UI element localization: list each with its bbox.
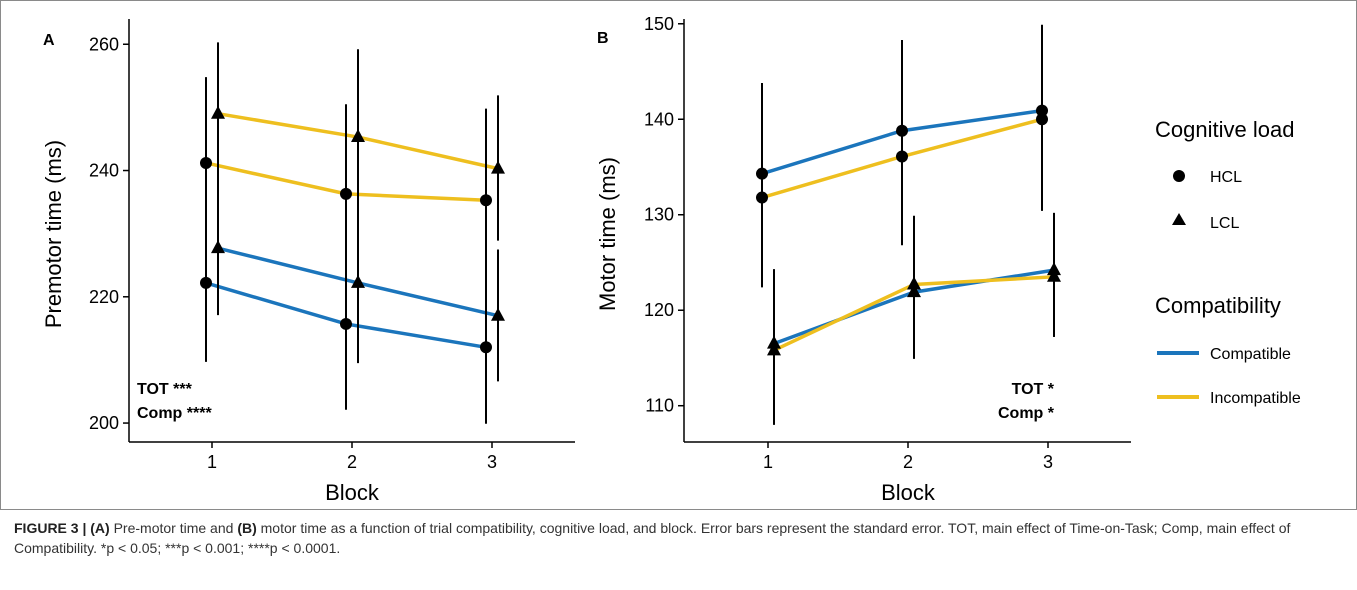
panel-a-point-hcl <box>480 194 492 207</box>
legend-compatible-label: Compatible <box>1210 346 1291 363</box>
panel-b: B 110 120 130 140 150 1 2 3 Motor time (ms) Blo… <box>595 14 1131 505</box>
panel-b-point-hcl <box>756 191 768 204</box>
legend-circle-icon <box>1173 170 1185 182</box>
panel-b-point-lcl <box>767 342 781 356</box>
caption-label: FIGURE 3 | <box>14 520 87 536</box>
caption-text-1: Pre-motor time and <box>109 520 238 536</box>
panel-a-point-hcl <box>200 156 212 169</box>
panel-b-data <box>756 24 1061 425</box>
panel-a: A 200 220 240 260 1 2 3 Premotor time (ms) Blo… <box>41 19 575 505</box>
panel-b-point-lcl <box>1047 268 1061 282</box>
panel-a-letter: A <box>43 32 55 49</box>
panel-a-point-lcl <box>351 274 365 288</box>
figure-caption: FIGURE 3 | (A) Pre-motor time and (B) mo… <box>14 518 1342 558</box>
panel-a-point-hcl <box>340 187 352 200</box>
panel-a-xlabel: Block <box>325 480 380 505</box>
panel-b-y-tick-label: 120 <box>644 300 674 320</box>
figure-frame: A 200 220 240 260 1 2 3 Premotor time (ms) Blo… <box>0 0 1357 510</box>
panel-b-annotation-comp: Comp * <box>998 405 1055 422</box>
panel-a-point-lcl <box>351 129 365 143</box>
panel-b-y-tick-label: 140 <box>644 109 674 129</box>
panel-b-x-tick-label: 3 <box>1043 452 1053 472</box>
panel-b-ylabel: Motor time (ms) <box>595 157 620 311</box>
panel-a-annotation-comp: Comp **** <box>137 405 212 422</box>
panel-b-annotation-tot: TOT * <box>1012 381 1055 398</box>
panel-b-point-hcl <box>1036 113 1048 126</box>
panel-b-x-tick-label: 2 <box>903 452 913 472</box>
panel-a-y-tick-label: 260 <box>89 34 119 54</box>
panel-b-point-hcl <box>896 150 908 163</box>
panel-a-point-hcl <box>200 276 212 289</box>
panel-a-point-lcl <box>211 105 225 119</box>
panel-a-x-tick-label: 3 <box>487 452 497 472</box>
panel-b-point-lcl <box>907 276 921 290</box>
panel-a-point-hcl <box>480 341 492 354</box>
panel-a-point-lcl <box>491 307 505 321</box>
panel-a-point-hcl <box>340 317 352 330</box>
panel-a-y-tick-label: 220 <box>89 287 119 307</box>
panel-a-point-lcl <box>211 240 225 254</box>
panel-a-y-tick-label: 200 <box>89 413 119 433</box>
panel-a-data <box>200 42 505 424</box>
panel-a-axes: 200 220 240 260 1 2 3 <box>89 19 575 472</box>
panel-b-x-tick-label: 1 <box>763 452 773 472</box>
panel-a-annotation-tot: TOT *** <box>137 381 193 398</box>
panel-b-xlabel: Block <box>881 480 936 505</box>
panel-b-axes: 110 120 130 140 150 1 2 3 <box>644 14 1131 472</box>
panel-b-y-tick-label: 150 <box>644 14 674 34</box>
panel-b-letter: B <box>597 30 609 47</box>
legend-incompatible-label: Incompatible <box>1210 390 1301 407</box>
legend-triangle-icon <box>1172 213 1186 225</box>
legend-compatibility-title: Compatibility <box>1155 293 1281 318</box>
legend-cognitive-load-title: Cognitive load <box>1155 117 1294 142</box>
panel-b-y-tick-label: 130 <box>644 205 674 225</box>
panel-a-point-lcl <box>491 160 505 174</box>
panel-a-x-tick-label: 2 <box>347 452 357 472</box>
legend-hcl-label: HCL <box>1210 169 1242 186</box>
panel-a-ylabel: Premotor time (ms) <box>41 140 66 328</box>
caption-text-2: motor time as a function of trial compat… <box>14 520 1291 556</box>
caption-part-a-label: (A) <box>90 520 110 536</box>
panel-b-y-tick-label: 110 <box>645 396 674 416</box>
figure-svg: A 200 220 240 260 1 2 3 Premotor time (ms) Blo… <box>41 14 1301 505</box>
legend-lcl-label: LCL <box>1210 215 1239 232</box>
panel-a-x-tick-label: 1 <box>207 452 217 472</box>
panel-a-y-tick-label: 240 <box>89 161 119 181</box>
legend: Cognitive load HCL LCL Compatibility Com… <box>1155 117 1301 407</box>
caption-part-b-label: (B) <box>237 520 257 536</box>
